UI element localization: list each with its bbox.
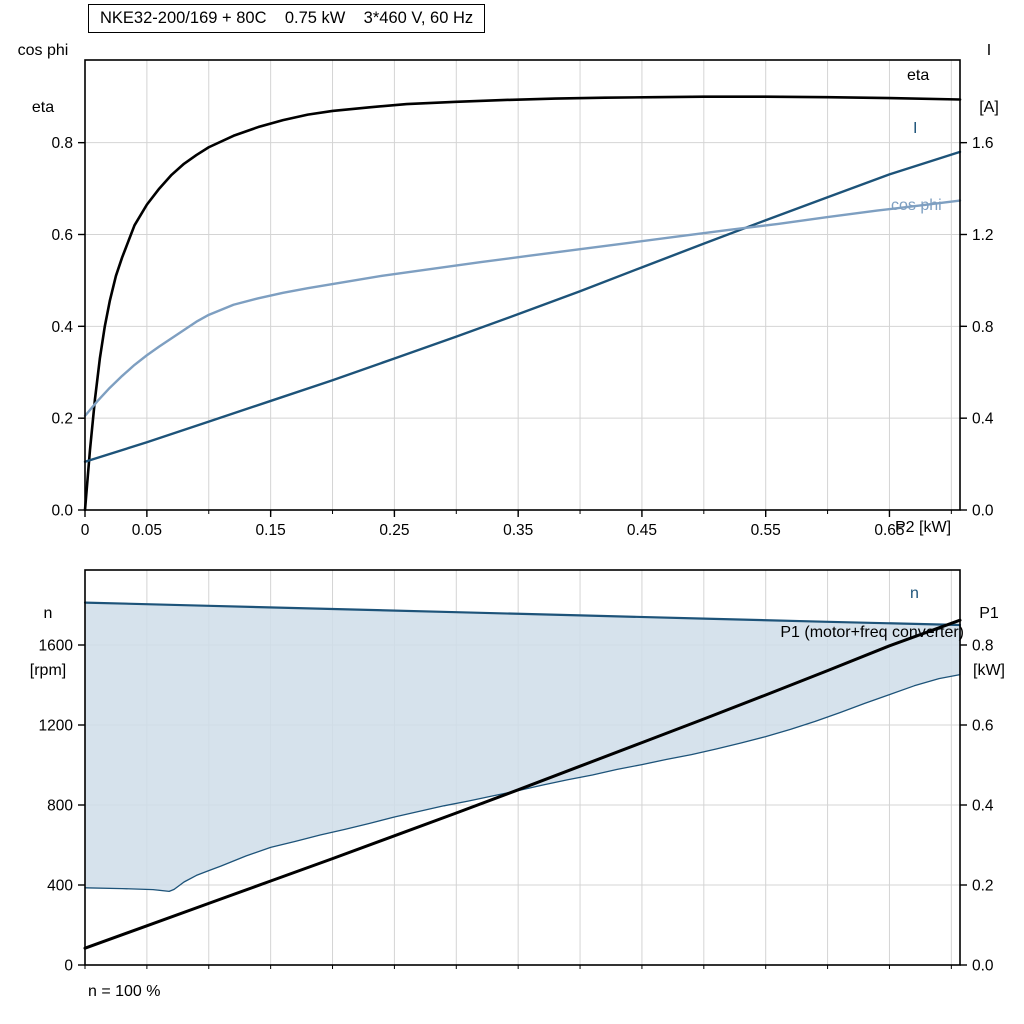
top-left-axis-title: cos phi eta (2, 3, 84, 155)
current-axis-label: I (986, 42, 992, 59)
svg-text:0.2: 0.2 (972, 878, 994, 895)
svg-text:0: 0 (64, 958, 73, 975)
speed-axis-label: n (43, 605, 53, 622)
svg-text:0.65: 0.65 (874, 522, 904, 539)
speed-unit-label: [rpm] (29, 662, 67, 679)
eta-curve-label: eta (907, 67, 930, 84)
svg-text:1200: 1200 (39, 718, 74, 735)
svg-text:0.25: 0.25 (379, 522, 409, 539)
p1-axis-label: P1 (979, 605, 999, 622)
svg-text:1600: 1600 (39, 638, 74, 655)
svg-text:0.8: 0.8 (972, 638, 994, 655)
eta-axis-label: eta (31, 99, 55, 116)
svg-text:0.4: 0.4 (972, 798, 994, 815)
x-axis-label: P2 [kW] (895, 519, 952, 536)
svg-text:800: 800 (47, 798, 73, 815)
speed-curve-label: n (910, 585, 919, 602)
svg-text:0.0: 0.0 (51, 503, 73, 520)
top-right-axis-title: I [A] (960, 3, 1018, 155)
cos-phi-axis-label: cos phi (17, 42, 69, 59)
svg-text:0.45: 0.45 (627, 522, 657, 539)
svg-text:0: 0 (81, 522, 90, 539)
current-unit-label: [A] (979, 99, 999, 116)
svg-text:0.15: 0.15 (256, 522, 286, 539)
p1-unit-label: [kW] (973, 662, 1005, 679)
cos-phi-curve-label: cos phi (891, 197, 942, 214)
svg-text:0.6: 0.6 (972, 718, 994, 735)
svg-text:0.0: 0.0 (972, 503, 994, 520)
svg-text:0.55: 0.55 (751, 522, 781, 539)
speed-percent-note: n = 100 % (88, 983, 161, 1000)
svg-text:0.05: 0.05 (132, 522, 162, 539)
chart-title-box: NKE32-200/169 + 80C 0.75 kW 3*460 V, 60 … (88, 4, 486, 33)
svg-text:0.6: 0.6 (51, 227, 73, 244)
svg-text:0.35: 0.35 (503, 522, 533, 539)
svg-text:0.4: 0.4 (51, 319, 73, 336)
svg-text:0.8: 0.8 (972, 319, 994, 336)
svg-text:0.4: 0.4 (972, 411, 994, 428)
svg-text:0.8: 0.8 (51, 135, 73, 152)
bottom-left-axis-title: n [rpm] (12, 566, 84, 718)
svg-text:1.2: 1.2 (972, 227, 994, 244)
p1-curve-label: P1 (motor+freq converter) (780, 624, 964, 641)
bottom-right-axis-title: P1 [kW] (958, 566, 1020, 718)
svg-text:0.2: 0.2 (51, 411, 73, 428)
svg-text:0.0: 0.0 (972, 958, 994, 975)
current-curve-label: I (913, 120, 918, 137)
svg-text:400: 400 (47, 878, 73, 895)
svg-text:1.6: 1.6 (972, 135, 994, 152)
